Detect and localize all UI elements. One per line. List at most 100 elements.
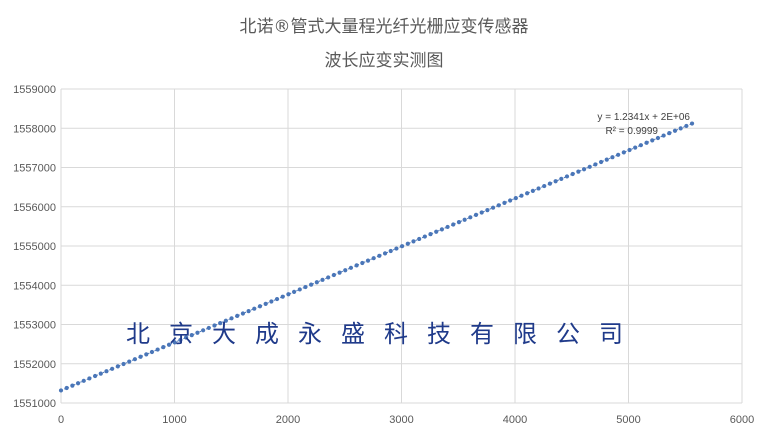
data-point <box>218 321 223 326</box>
trendline <box>60 123 693 391</box>
y-tick-label: 1553000 <box>13 320 56 332</box>
trendline-r-squared: R² = 0.9999 <box>605 126 658 137</box>
data-point <box>377 253 382 258</box>
data-point <box>246 308 251 314</box>
data-point <box>422 234 427 239</box>
data-point <box>331 272 336 278</box>
data-point <box>536 186 541 191</box>
data-point <box>667 131 672 136</box>
x-tick-label: 4000 <box>503 414 527 426</box>
data-point <box>138 354 143 359</box>
data-point <box>394 246 399 251</box>
data-point <box>269 299 274 304</box>
data-point <box>343 268 348 273</box>
data-point <box>161 345 166 350</box>
data-point <box>604 157 609 162</box>
data-point <box>371 256 376 261</box>
data-point <box>93 373 98 379</box>
chart-title-line-1: 北诺®管式大量程光纤光栅应变传感器 <box>239 17 529 37</box>
data-point <box>115 364 120 369</box>
data-point <box>360 260 365 266</box>
data-point <box>468 215 473 220</box>
data-point <box>70 383 75 388</box>
data-point <box>445 224 450 230</box>
data-point <box>149 349 155 355</box>
data-point <box>206 325 211 331</box>
x-tick-label: 1000 <box>162 414 186 426</box>
data-point <box>291 289 297 294</box>
data-point <box>303 284 308 290</box>
data-point <box>382 251 388 256</box>
data-point <box>110 366 115 371</box>
data-point <box>183 335 189 340</box>
data-point <box>547 181 553 186</box>
data-point <box>309 282 314 287</box>
company-watermark: 北京大成永盛科技有限公司 <box>126 320 642 348</box>
data-point <box>314 280 319 285</box>
data-point <box>354 263 359 268</box>
data-point <box>229 316 234 321</box>
y-tick-label: 1559000 <box>13 84 56 96</box>
y-tick-label: 1557000 <box>13 163 56 175</box>
data-point <box>661 133 666 138</box>
trendline-equation: y = 1.2341x + 2E+06 <box>597 112 690 123</box>
y-tick-label: 1555000 <box>13 241 56 253</box>
data-point <box>462 217 467 222</box>
data-point <box>621 150 626 155</box>
data-point <box>132 357 138 362</box>
data-point <box>593 162 598 167</box>
data-point <box>189 333 194 338</box>
data-point <box>326 275 331 280</box>
data-point <box>689 121 695 126</box>
data-point <box>451 222 456 227</box>
data-point <box>121 361 126 367</box>
data-point <box>479 210 484 215</box>
y-tick-label: 1551000 <box>13 398 56 410</box>
data-point <box>297 287 302 292</box>
data-point <box>570 171 575 177</box>
x-tick-label: 3000 <box>389 414 413 426</box>
data-point <box>365 258 371 263</box>
data-point <box>400 244 405 249</box>
data-point <box>104 369 109 374</box>
data-point <box>195 330 200 335</box>
x-tick-label: 6000 <box>730 414 754 426</box>
y-tick-label: 1556000 <box>13 202 56 214</box>
x-tick-label: 0 <box>58 414 64 426</box>
data-point <box>240 311 246 316</box>
data-point <box>155 347 160 352</box>
data-point <box>513 195 518 201</box>
data-point <box>348 265 354 270</box>
y-tick-label: 1554000 <box>13 280 56 292</box>
data-point <box>201 328 206 333</box>
data-point <box>439 227 445 232</box>
data-point <box>672 128 678 133</box>
data-point <box>75 381 81 386</box>
data-point <box>490 205 496 210</box>
data-point <box>542 183 547 189</box>
data-point <box>587 164 592 169</box>
y-tick-label: 1552000 <box>13 359 56 371</box>
data-point <box>428 232 433 237</box>
data-point <box>576 169 581 174</box>
data-point <box>337 270 342 275</box>
data-point <box>530 188 535 193</box>
data-point <box>257 304 263 309</box>
data-point <box>172 340 177 345</box>
data-point <box>456 220 462 225</box>
data-point <box>64 385 69 391</box>
data-point <box>127 359 132 364</box>
data-point <box>434 229 439 234</box>
data-point <box>650 138 655 143</box>
data-point <box>417 236 422 242</box>
data-point <box>320 277 325 282</box>
data-point <box>58 388 64 393</box>
data-point <box>678 126 683 131</box>
data-point <box>178 337 183 343</box>
x-tick-label: 2000 <box>276 414 300 426</box>
data-point <box>212 323 217 328</box>
data-point <box>235 313 240 319</box>
data-point <box>616 152 621 157</box>
